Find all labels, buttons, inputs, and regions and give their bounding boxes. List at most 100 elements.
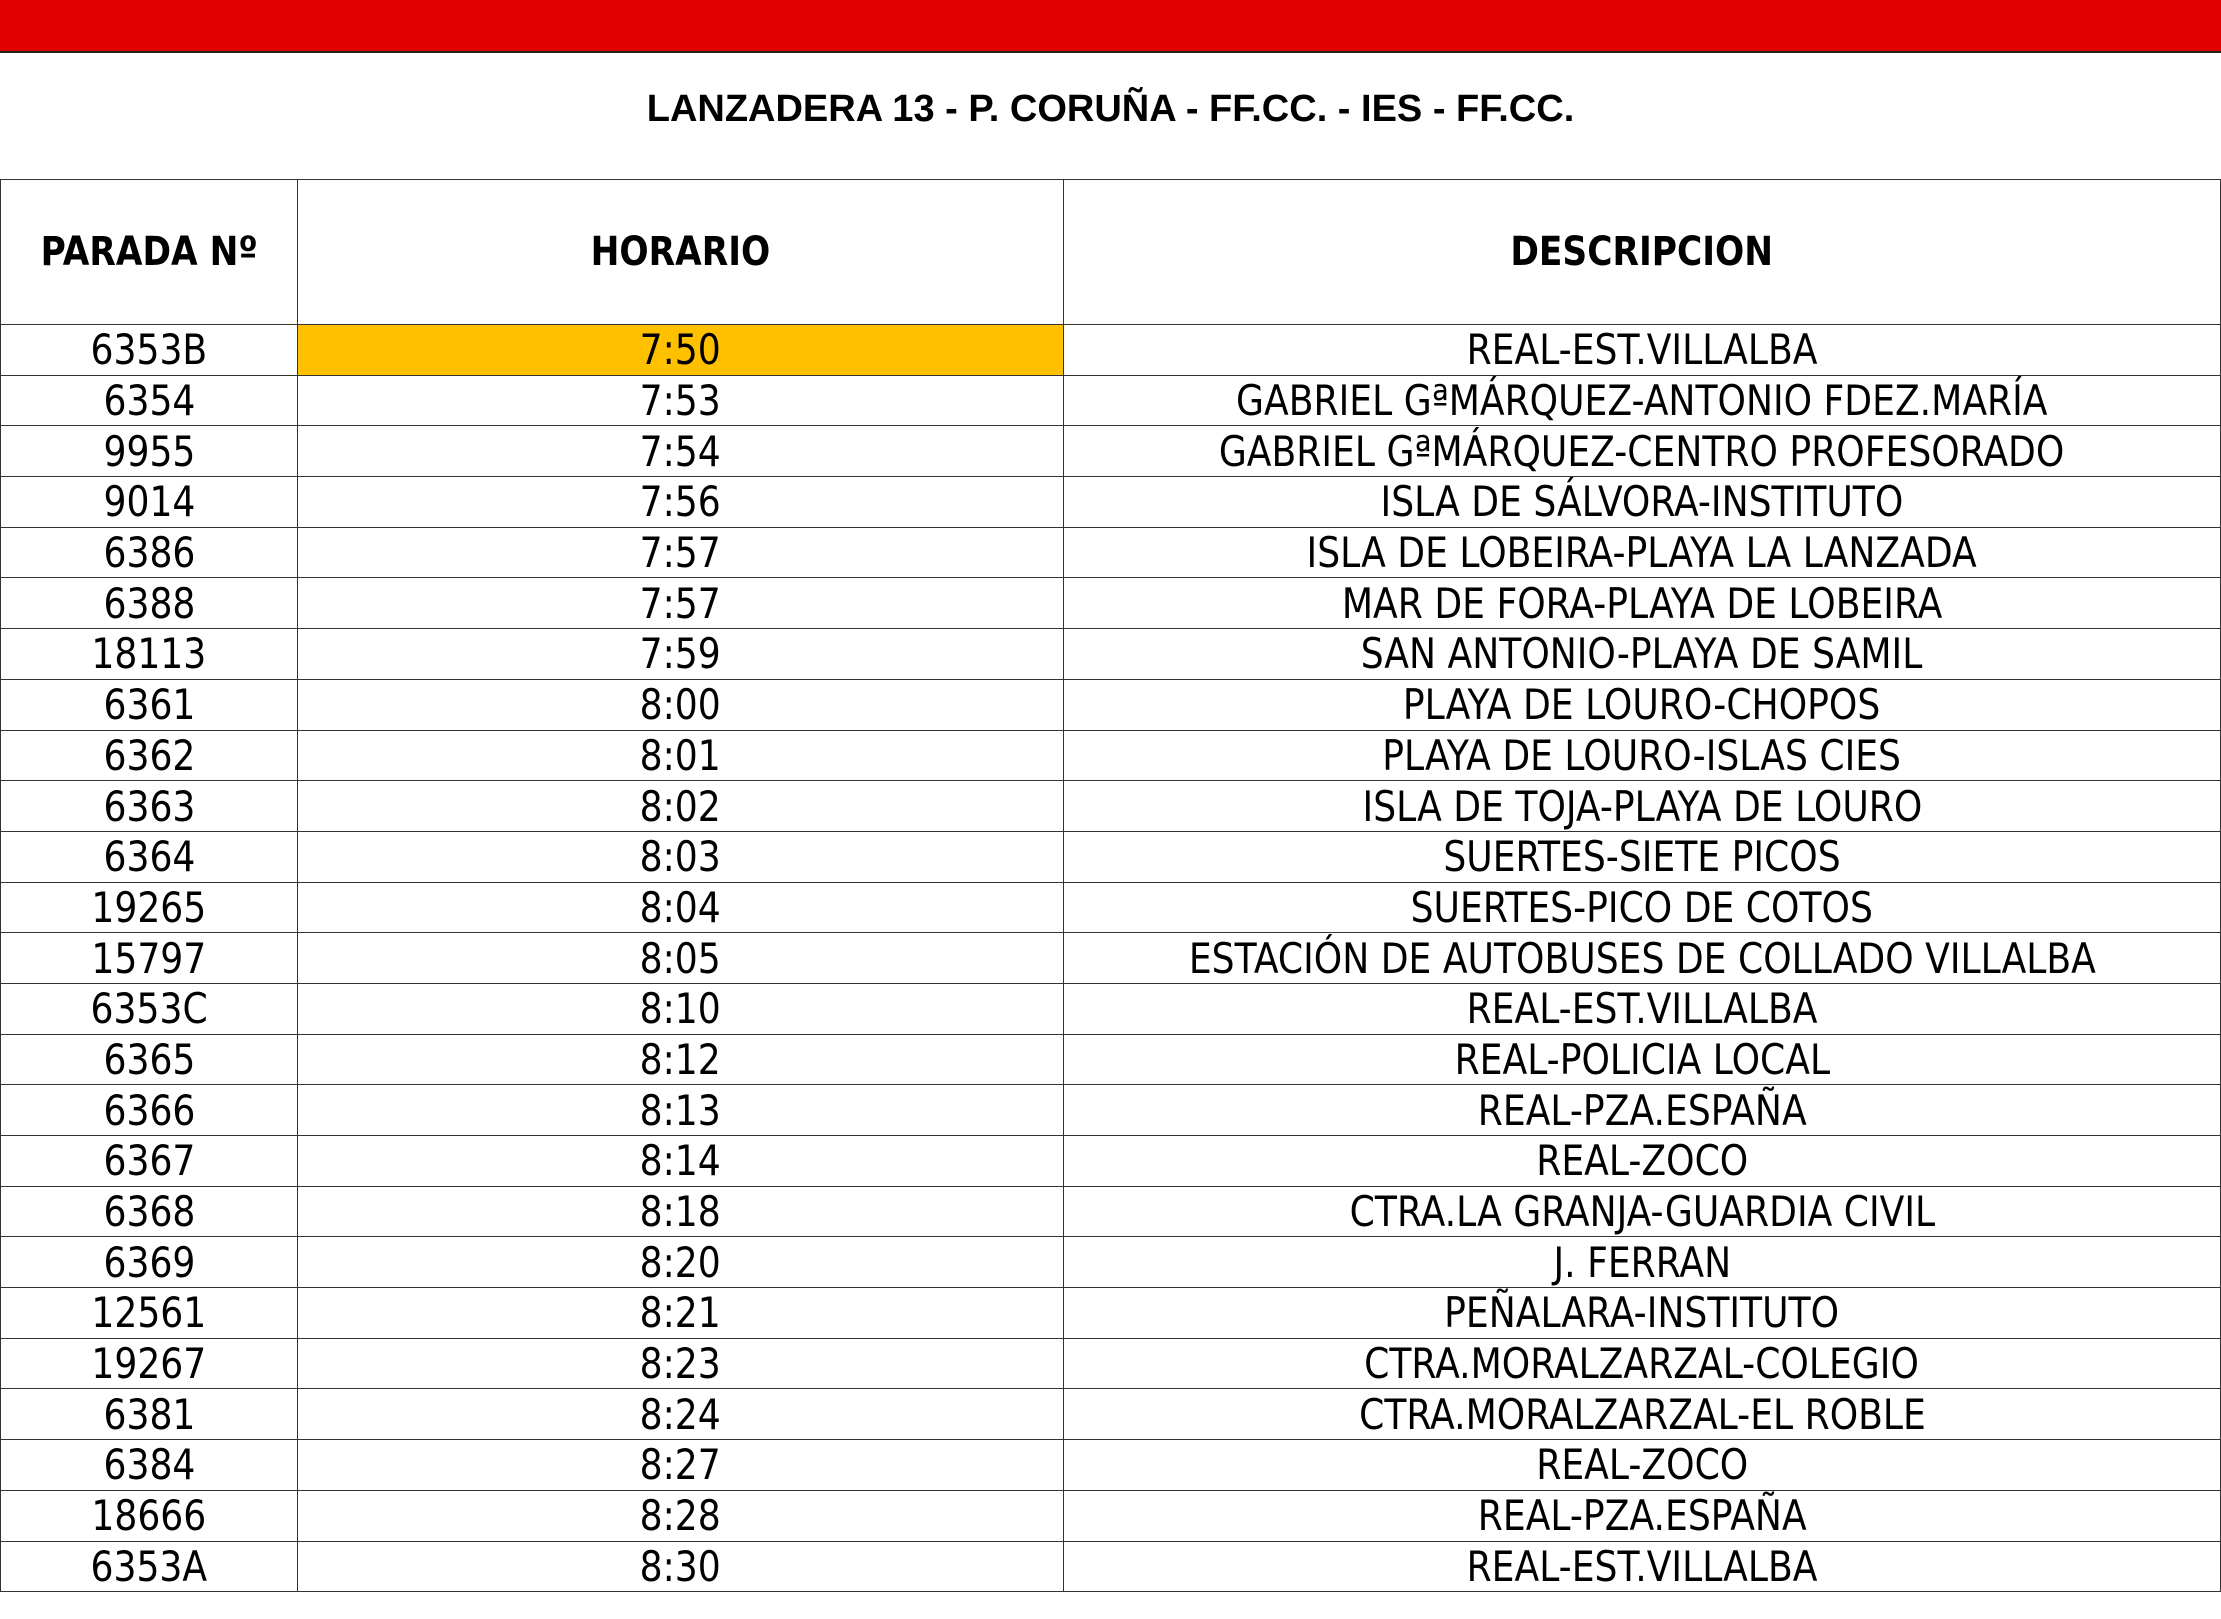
stop-number-cell: 6381 <box>0 1388 298 1441</box>
time: 8:27 <box>639 1440 722 1490</box>
table-row: 6353B 7:50 REAL-EST.VILLALBA <box>0 324 2221 376</box>
stop-number: 6353A <box>90 1541 208 1591</box>
stop-number-cell: 6362 <box>0 729 298 782</box>
stop-number-cell: 6367 <box>0 1135 298 1187</box>
description-cell: SAN ANTONIO-PLAYA DE SAMIL <box>1063 628 2221 680</box>
time-cell: 8:12 <box>297 1033 1064 1086</box>
description: CTRA.MORALZARZAL-EL ROBLE <box>1358 1389 1926 1439</box>
table-row: 6364 8:03 SUERTES-SIETE PICOS <box>0 830 2221 883</box>
description-cell: REAL-POLICIA LOCAL <box>1063 1033 2221 1086</box>
description: SUERTES-PICO DE COTOS <box>1410 882 1874 932</box>
table-row: 15797 8:05 ESTACIÓN DE AUTOBUSES DE COLLAD… <box>0 932 2221 984</box>
time: 8:14 <box>639 1136 722 1186</box>
description-cell: REAL-EST.VILLALBA <box>1063 1540 2221 1593</box>
time-cell: 8:20 <box>297 1236 1064 1289</box>
description: REAL-PZA.ESPAÑA <box>1477 1085 1807 1135</box>
time: 8:03 <box>639 832 722 882</box>
description: GABRIEL GªMÁRQUEZ-ANTONIO FDEZ.MARÍA <box>1236 376 2048 426</box>
description-cell: PLAYA DE LOURO-ISLAS CIES <box>1063 729 2221 782</box>
description: ISLA DE TOJA-PLAYA DE LOURO <box>1362 781 1922 831</box>
time: 7:57 <box>639 578 722 628</box>
table-row: 9955 7:54 GABRIEL GªMÁRQUEZ-CENTRO PROFESO… <box>0 425 2221 478</box>
table-row: 6353A 8:30 REAL-EST.VILLALBA <box>0 1540 2221 1593</box>
description-cell: ISLA DE TOJA-PLAYA DE LOURO <box>1063 780 2221 832</box>
time-cell: 8:14 <box>297 1135 1064 1187</box>
stop-number: 19265 <box>91 882 207 932</box>
table-row: 6384 8:27 REAL-ZOCO <box>0 1439 2221 1491</box>
time-cell: 8:10 <box>297 982 1064 1035</box>
table-row: 6354 7:53 GABRIEL GªMÁRQUEZ-ANTONIO FDEZ.M… <box>0 374 2221 427</box>
description-cell: REAL-ZOCO <box>1063 1135 2221 1187</box>
time: 7:50 <box>639 325 722 375</box>
header-descripcion: DESCRIPCION <box>1063 179 2221 325</box>
time: 8:04 <box>639 882 722 932</box>
stop-number: 6353B <box>90 325 208 375</box>
time-cell: 8:30 <box>297 1540 1064 1593</box>
header-parada: PARADA Nº <box>0 179 298 325</box>
description-cell: ISLA DE LOBEIRA-PLAYA LA LANZADA <box>1063 526 2221 579</box>
table-row: 6363 8:02 ISLA DE TOJA-PLAYA DE LOURO <box>0 780 2221 832</box>
table-row: 6365 8:12 REAL-POLICIA LOCAL <box>0 1033 2221 1086</box>
stop-number-cell: 9014 <box>0 476 298 528</box>
stop-number-cell: 6353B <box>0 324 298 376</box>
header-row: PARADA Nº HORARIO DESCRIPCION <box>0 179 2221 325</box>
time-cell: 8:18 <box>297 1185 1064 1238</box>
stop-number-cell: 15797 <box>0 932 298 984</box>
time: 7:59 <box>639 629 722 679</box>
time-cell: 8:00 <box>297 678 1064 731</box>
stop-number-cell: 19267 <box>0 1337 298 1390</box>
description-cell: REAL-PZA.ESPAÑA <box>1063 1489 2221 1542</box>
time: 8:21 <box>639 1288 722 1338</box>
description: SUERTES-SIETE PICOS <box>1443 832 1841 882</box>
stop-number: 6361 <box>103 680 195 730</box>
description: PEÑALARA-INSTITUTO <box>1444 1288 1840 1338</box>
description: ESTACIÓN DE AUTOBUSES DE COLLADO VILLALB… <box>1188 933 2096 983</box>
stop-number: 9955 <box>103 426 195 476</box>
stop-number: 18113 <box>91 629 207 679</box>
stop-number-cell: 6388 <box>0 577 298 630</box>
stop-number-cell: 6364 <box>0 830 298 883</box>
stop-number-cell: 18113 <box>0 628 298 680</box>
description-cell: PLAYA DE LOURO-CHOPOS <box>1063 678 2221 731</box>
time: 8:10 <box>639 984 722 1034</box>
stop-number: 6386 <box>103 528 195 578</box>
description: J. FERRAN <box>1553 1237 1731 1287</box>
time: 8:01 <box>639 730 722 780</box>
table-row: 6366 8:13 REAL-PZA.ESPAÑA <box>0 1084 2221 1136</box>
stop-number: 18666 <box>91 1491 207 1541</box>
description: PLAYA DE LOURO-CHOPOS <box>1403 680 1881 730</box>
stop-number: 6367 <box>103 1136 195 1186</box>
time: 7:53 <box>639 376 722 426</box>
description: REAL-ZOCO <box>1536 1136 1748 1186</box>
time-cell: 8:24 <box>297 1388 1064 1441</box>
table-row: 12561 8:21 PEÑALARA-INSTITUTO <box>0 1287 2221 1339</box>
stop-number: 12561 <box>91 1288 207 1338</box>
time-cell: 7:57 <box>297 577 1064 630</box>
table-row: 19265 8:04 SUERTES-PICO DE COTOS <box>0 881 2221 934</box>
time: 7:54 <box>639 426 722 476</box>
header-bar <box>0 0 2221 53</box>
table-row: 6388 7:57 MAR DE FORA-PLAYA DE LOBEIRA <box>0 577 2221 630</box>
description-cell: ISLA DE SÁLVORA-INSTITUTO <box>1063 476 2221 528</box>
table-row: 6367 8:14 REAL-ZOCO <box>0 1135 2221 1187</box>
description: REAL-ZOCO <box>1536 1440 1748 1490</box>
description: REAL-EST.VILLALBA <box>1466 325 1818 375</box>
description: CTRA.LA GRANJA-GUARDIA CIVIL <box>1349 1187 1935 1237</box>
stop-number: 6384 <box>103 1440 195 1490</box>
description: REAL-EST.VILLALBA <box>1466 984 1818 1034</box>
description-cell: SUERTES-PICO DE COTOS <box>1063 881 2221 934</box>
stop-number-cell: 18666 <box>0 1489 298 1542</box>
description: MAR DE FORA-PLAYA DE LOBEIRA <box>1341 578 1943 628</box>
description: GABRIEL GªMÁRQUEZ-CENTRO PROFESORADO <box>1219 426 2065 476</box>
table-row: 6361 8:00 PLAYA DE LOURO-CHOPOS <box>0 678 2221 731</box>
time-cell: 7:59 <box>297 628 1064 680</box>
description-cell: CTRA.MORALZARZAL-EL ROBLE <box>1063 1388 2221 1441</box>
time-cell: 8:27 <box>297 1439 1064 1491</box>
time-cell: 8:28 <box>297 1489 1064 1542</box>
time-cell: 8:21 <box>297 1287 1064 1339</box>
time-cell: 8:05 <box>297 932 1064 984</box>
description: REAL-PZA.ESPAÑA <box>1477 1491 1807 1541</box>
time: 8:20 <box>639 1237 722 1287</box>
time: 8:02 <box>639 781 722 831</box>
table-row: 9014 7:56 ISLA DE SÁLVORA-INSTITUTO <box>0 476 2221 528</box>
